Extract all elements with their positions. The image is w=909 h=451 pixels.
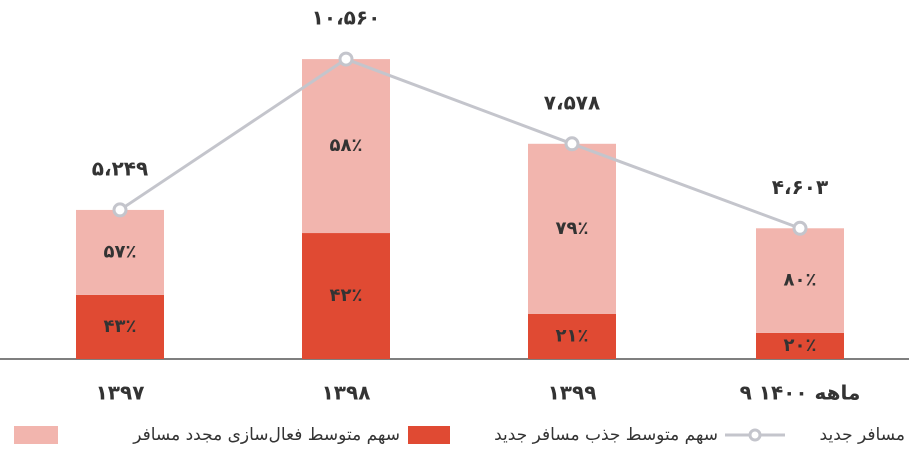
bar-segment <box>302 59 390 234</box>
line-point <box>112 202 128 218</box>
bar-segment <box>756 332 844 359</box>
bar-segment <box>528 313 616 359</box>
line-point <box>792 220 808 236</box>
bar-segment <box>528 143 616 314</box>
data-label: ۵،۲۴۹ <box>92 156 148 180</box>
segment-label: ۲۱٪ <box>556 325 589 346</box>
x-tick-label: ۹ ماهه ۱۴۰۰ <box>740 381 861 405</box>
bar-segment <box>76 209 164 295</box>
segment-label: ۷۹٪ <box>556 218 589 239</box>
x-tick-label: ۱۳۹۹ <box>548 381 597 405</box>
legend-swatch <box>748 428 762 442</box>
legend-swatch <box>14 426 58 444</box>
x-tick-label: ۱۳۹۷ <box>96 381 145 405</box>
segment-label: ۸۰٪ <box>784 270 817 291</box>
legend-label: سهم متوسط جذب مسافر جدید <box>494 425 718 445</box>
data-label: ۴،۶۰۳ <box>772 175 828 199</box>
legend-label: سهم متوسط فعال‌سازی مجدد مسافر <box>132 425 400 445</box>
x-tick-label: ۱۳۹۸ <box>322 381 371 405</box>
legend-label: مسافر جدید <box>820 425 905 445</box>
line-point <box>564 136 580 152</box>
segment-label: ۴۲٪ <box>330 285 363 306</box>
segment-label: ۵۸٪ <box>330 135 363 156</box>
segment-label: ۲۰٪ <box>784 335 817 356</box>
bar-segment <box>302 233 390 359</box>
bar-segment <box>76 294 164 359</box>
bar-segment <box>756 228 844 333</box>
legend-swatch <box>408 426 450 444</box>
line <box>119 57 801 230</box>
line-point <box>338 51 354 67</box>
segment-label: ۵۷٪ <box>104 241 137 262</box>
data-label: ۱۰،۵۶۰ <box>312 6 381 30</box>
segment-label: ۴۳٪ <box>104 316 137 337</box>
data-label: ۷،۵۷۸ <box>544 90 600 114</box>
